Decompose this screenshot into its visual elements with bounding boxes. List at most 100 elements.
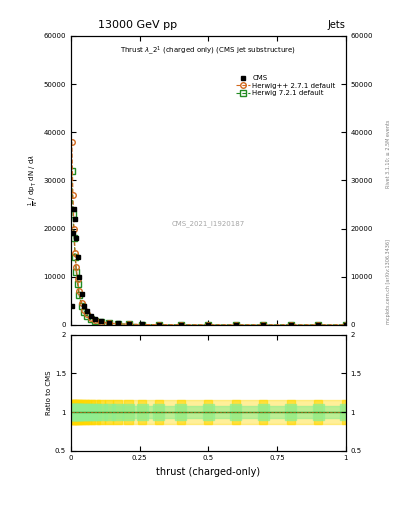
Legend: CMS, Herwig++ 2.7.1 default, Herwig 7.2.1 default: CMS, Herwig++ 2.7.1 default, Herwig 7.2.…	[235, 74, 337, 98]
Herwig 7.2.1 default	[79, 303, 84, 309]
Bar	[90, 404, 101, 420]
Text: CMS_2021_I1920187: CMS_2021_I1920187	[172, 220, 245, 227]
Bar	[285, 404, 296, 420]
Bar	[204, 400, 213, 423]
Text: mcplots.cern.ch [arXiv:1306.3436]: mcplots.cern.ch [arXiv:1306.3436]	[386, 239, 391, 324]
Bar	[153, 404, 164, 420]
Bar	[78, 400, 86, 423]
Bar	[66, 404, 77, 420]
CMS	[233, 322, 238, 328]
Bar	[79, 404, 90, 420]
Herwig++ 2.7.1 default	[71, 191, 75, 198]
Herwig 7.2.1 default	[115, 321, 120, 327]
CMS	[343, 322, 348, 328]
Herwig++ 2.7.1 default	[82, 307, 87, 313]
CMS	[70, 303, 74, 309]
Herwig++ 2.7.1 default	[206, 322, 211, 328]
Herwig 7.2.1 default	[140, 322, 145, 328]
Herwig 7.2.1 default	[93, 317, 98, 324]
Herwig++ 2.7.1 default	[99, 319, 103, 325]
Herwig++ 2.7.1 default	[72, 225, 76, 231]
Herwig 7.2.1 default	[178, 322, 183, 328]
Herwig++ 2.7.1 default	[126, 321, 131, 327]
CMS	[71, 230, 75, 237]
Herwig++ 2.7.1 default	[107, 320, 112, 326]
Herwig 7.2.1 default	[74, 269, 79, 275]
Bar	[82, 404, 93, 420]
Herwig++ 2.7.1 default	[343, 322, 348, 328]
Bar	[75, 400, 83, 423]
Herwig 7.2.1 default	[343, 322, 348, 328]
Bar	[81, 400, 89, 423]
Bar	[76, 404, 87, 420]
CMS	[77, 273, 81, 280]
CMS	[74, 235, 79, 241]
CMS	[206, 322, 211, 328]
Bar	[123, 404, 134, 420]
Bar	[68, 400, 76, 423]
Herwig 7.2.1 default	[73, 254, 77, 261]
Bar	[73, 404, 84, 420]
Y-axis label: $\frac{1}{\mathrm{N}}$ / $\mathrm{d}\mathrm{p}_{\mathrm{T}}$ $\mathrm{d}\mathrm{: $\frac{1}{\mathrm{N}}$ / $\mathrm{d}\mat…	[26, 154, 40, 206]
Herwig++ 2.7.1 default	[70, 139, 74, 145]
Herwig++ 2.7.1 default	[93, 317, 98, 324]
Bar	[70, 404, 81, 420]
CMS	[73, 216, 77, 222]
Herwig++ 2.7.1 default	[316, 322, 321, 328]
Herwig 7.2.1 default	[75, 281, 80, 287]
Bar	[138, 400, 147, 423]
Herwig++ 2.7.1 default	[85, 311, 90, 317]
Herwig 7.2.1 default	[316, 322, 321, 328]
Herwig++ 2.7.1 default	[89, 315, 94, 321]
Line: CMS: CMS	[70, 207, 348, 327]
Text: Thrust $\lambda$_2$^1$ (charged only) (CMS jet substructure): Thrust $\lambda$_2$^1$ (charged only) (C…	[120, 45, 296, 57]
Herwig 7.2.1 default	[156, 322, 161, 328]
CMS	[89, 313, 94, 319]
Bar	[71, 404, 82, 420]
Herwig 7.2.1 default	[206, 322, 211, 328]
Line: Herwig++ 2.7.1 default: Herwig++ 2.7.1 default	[69, 139, 349, 328]
Bar	[137, 404, 148, 420]
Herwig++ 2.7.1 default	[156, 322, 161, 328]
Bar	[114, 400, 122, 423]
CMS	[99, 318, 103, 324]
Herwig 7.2.1 default	[261, 322, 266, 328]
Bar	[203, 404, 214, 420]
Herwig 7.2.1 default	[70, 167, 74, 174]
CMS	[75, 254, 80, 261]
Herwig++ 2.7.1 default	[79, 300, 84, 306]
Bar	[86, 404, 97, 420]
Bar	[72, 404, 83, 420]
Herwig 7.2.1 default	[99, 319, 103, 325]
CMS	[316, 322, 321, 328]
Bar	[97, 400, 105, 423]
Bar	[70, 400, 78, 423]
Bar	[287, 400, 295, 423]
Herwig 7.2.1 default	[77, 292, 81, 298]
Bar	[69, 400, 77, 423]
Herwig 7.2.1 default	[85, 313, 90, 319]
CMS	[82, 303, 87, 309]
CMS	[156, 322, 161, 328]
Bar	[104, 404, 115, 420]
Bar	[259, 400, 267, 423]
Bar	[105, 400, 114, 423]
CMS	[140, 322, 145, 328]
Bar	[68, 404, 79, 420]
Herwig++ 2.7.1 default	[178, 322, 183, 328]
Bar	[313, 404, 324, 420]
Herwig 7.2.1 default	[89, 316, 94, 322]
Bar	[68, 404, 79, 420]
CMS	[85, 308, 90, 314]
Herwig 7.2.1 default	[126, 321, 131, 327]
CMS	[178, 322, 183, 328]
X-axis label: thrust (charged-only): thrust (charged-only)	[156, 467, 260, 477]
Bar	[73, 400, 82, 423]
Herwig++ 2.7.1 default	[288, 322, 293, 328]
CMS	[288, 322, 293, 328]
CMS	[126, 321, 131, 327]
Text: Rivet 3.1.10; ≥ 2.5M events: Rivet 3.1.10; ≥ 2.5M events	[386, 119, 391, 188]
Bar	[232, 400, 240, 423]
Text: 13000 GeV pp: 13000 GeV pp	[98, 20, 177, 31]
Bar	[71, 400, 79, 423]
